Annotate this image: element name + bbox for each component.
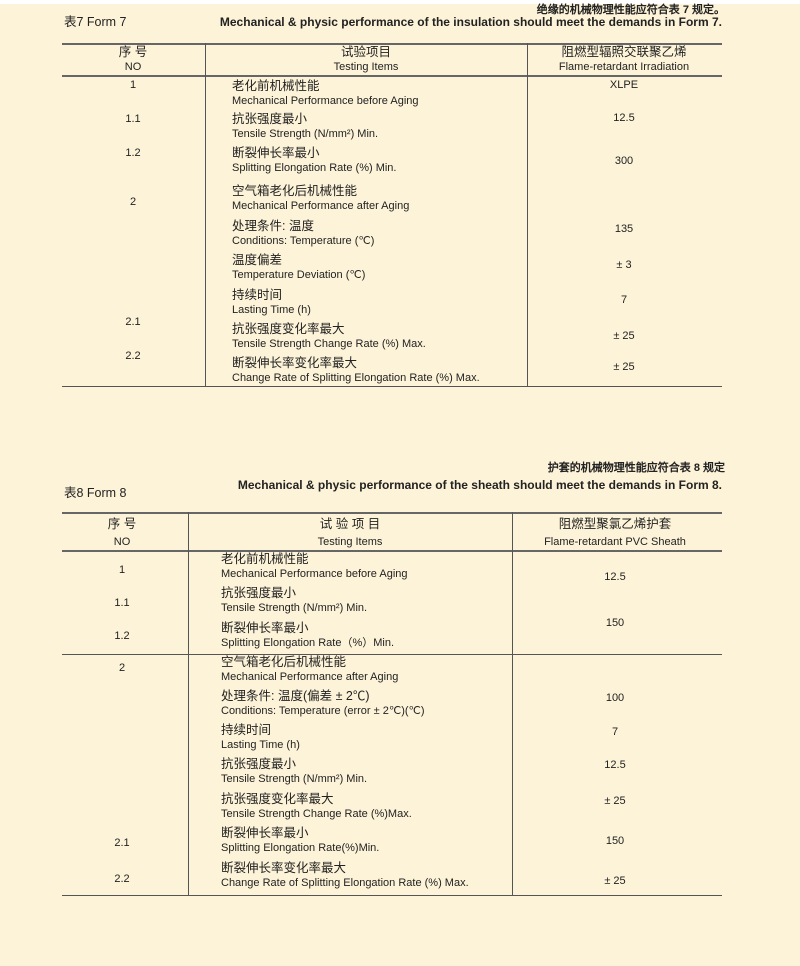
form8-col-divider — [512, 512, 513, 895]
form7-header-rule — [62, 75, 722, 77]
form7-header-cn: 试验项目 — [340, 45, 392, 59]
form7-item-en: Temperature Deviation (℃) — [232, 269, 366, 281]
form7-item-en: Tensile Strength Change Rate (%) Max. — [232, 338, 426, 350]
form7-header-en: Flame-retardant Irradiation — [558, 61, 690, 73]
form7-item-cn: 处理条件: 温度 — [232, 219, 314, 233]
form8-value: 100 — [605, 692, 625, 704]
form8-item-cn: 抗张强度最小 — [221, 757, 297, 771]
form7-header-cn: 序 号 — [118, 45, 148, 59]
form8-row-number: 1.2 — [114, 630, 130, 642]
form8-row-number: 2.2 — [114, 873, 130, 885]
form8-item-en: Tensile Strength Change Rate (%)Max. — [221, 808, 412, 820]
form8-item-en: Tensile Strength (N/mm²) Min. — [221, 773, 368, 785]
form8-item-en: Mechanical Performance after Aging — [221, 671, 399, 683]
form7-row-number: 1 — [129, 79, 137, 91]
form8-item-cn: 老化前机械性能 — [221, 552, 309, 566]
form8-item-en: Splitting Elongation Rate（%）Min. — [221, 637, 395, 649]
form7-row-number: 2 — [129, 196, 137, 208]
form8-row-number: 2 — [118, 662, 126, 674]
form7-item-cn: 持续时间 — [232, 288, 283, 302]
top-margin — [0, 0, 800, 4]
form8-item-en: Splitting Elongation Rate(%)Min. — [221, 842, 380, 854]
form8-top-rule — [62, 512, 722, 514]
form7-col-divider — [527, 43, 528, 386]
form7-item-en: Change Rate of Splitting Elongation Rate… — [232, 372, 480, 384]
form7-value: 135 — [614, 223, 634, 235]
form7-item-cn: 抗张强度变化率最大 — [232, 322, 345, 336]
form8-header-en: Flame-retardant PVC Sheath — [544, 536, 686, 548]
form8-item-cn: 抗张强度变化率最大 — [221, 792, 334, 806]
form7-caption-cn: 绝缘的机械物理性能应符合表 7 规定。 — [536, 4, 725, 16]
form7-row-number: 2.1 — [125, 316, 141, 328]
form8-value: 150 — [605, 617, 625, 629]
form8-item-cn: 断裂伸长率最小 — [221, 826, 309, 840]
form7-value: 12.5 — [613, 112, 635, 124]
form8-item-cn: 断裂伸长率最小 — [221, 621, 309, 635]
form7-item-cn: 抗张强度最小 — [232, 112, 308, 126]
form7-value: ± 3 — [616, 259, 632, 271]
form8-label: 表8 Form 8 — [64, 486, 127, 500]
form7-item-cn: 断裂伸长率变化率最大 — [232, 356, 358, 370]
form8-value: 150 — [605, 835, 625, 847]
form8-row-number: 2.1 — [114, 837, 130, 849]
form8-item-en: Change Rate of Splitting Elongation Rate… — [221, 877, 469, 889]
form8-value: 7 — [611, 726, 619, 738]
form7-row-number: 2.2 — [125, 350, 141, 362]
form7-item-en: Tensile Strength (N/mm²) Min. — [232, 128, 379, 140]
form8-caption-en: Mechanical & physic performance of the s… — [237, 478, 722, 492]
form7-bottom-rule — [62, 386, 722, 387]
form7-item-cn: 空气箱老化后机械性能 — [232, 184, 358, 198]
form8-item-en: Mechanical Performance before Aging — [221, 568, 408, 580]
form7-item-cn: 断裂伸长率最小 — [232, 146, 320, 160]
form7-item-en: Mechanical Performance before Aging — [232, 95, 419, 107]
form7-item-en: Conditions: Temperature (℃) — [232, 235, 375, 247]
form7-label: 表7 Form 7 — [64, 15, 127, 29]
form8-item-cn: 断裂伸长率变化率最大 — [221, 861, 347, 875]
form8-header-en: NO — [113, 536, 131, 548]
form7-row-number: 1.1 — [125, 113, 141, 125]
form7-col-divider — [205, 43, 206, 386]
form7-row-number: 1.2 — [125, 147, 141, 159]
form7-value: ± 25 — [613, 330, 635, 342]
form7-item-cn: 温度偏差 — [232, 253, 283, 267]
form8-value: 12.5 — [604, 759, 626, 771]
form8-item-en: Lasting Time (h) — [221, 739, 300, 751]
form7-item-en: Splitting Elongation Rate (%) Min. — [232, 162, 397, 174]
form7-value: XLPE — [609, 79, 639, 91]
form8-header-cn: 阻燃型聚氯乙烯护套 — [558, 517, 672, 531]
form7-item-en: Mechanical Performance after Aging — [232, 200, 410, 212]
form8-value: ± 25 — [604, 795, 626, 807]
form7-caption-en: Mechanical & physic performance of the i… — [219, 15, 722, 29]
form8-item-cn: 持续时间 — [221, 723, 272, 737]
form8-value: ± 25 — [604, 875, 626, 887]
form8-item-cn: 处理条件: 温度(偏差 ± 2℃) — [221, 689, 370, 703]
form8-value: 12.5 — [604, 571, 626, 583]
form8-header-cn: 序 号 — [107, 517, 137, 531]
form7-item-en: Lasting Time (h) — [232, 304, 311, 316]
form8-item-cn: 空气箱老化后机械性能 — [221, 655, 347, 669]
form8-item-cn: 抗张强度最小 — [221, 586, 297, 600]
form8-col-divider — [188, 512, 189, 895]
form8-header-cn: 试 验 项 目 — [319, 517, 381, 531]
form8-caption-cn: 护套的机械物理性能应符合表 8 规定 — [547, 462, 725, 474]
form7-value: ± 25 — [613, 361, 635, 373]
form7-value: 7 — [620, 294, 628, 306]
form7-top-rule — [62, 43, 722, 45]
form7-header-en: Testing Items — [333, 61, 399, 73]
form8-header-en: Testing Items — [317, 536, 383, 548]
form8-bottom-rule — [62, 895, 722, 896]
form7-value: 300 — [614, 155, 634, 167]
form8-row-number: 1.1 — [114, 597, 130, 609]
form7-item-cn: 老化前机械性能 — [232, 79, 320, 93]
form8-item-en: Conditions: Temperature (error ± 2℃)(℃) — [221, 705, 425, 717]
form8-header-rule — [62, 550, 722, 552]
form8-item-en: Tensile Strength (N/mm²) Min. — [221, 602, 368, 614]
form8-row-number: 1 — [118, 564, 126, 576]
form7-header-cn: 阻燃型辐照交联聚乙烯 — [561, 45, 687, 59]
form8-section-rule — [62, 654, 722, 655]
form7-header-en: NO — [124, 61, 142, 73]
